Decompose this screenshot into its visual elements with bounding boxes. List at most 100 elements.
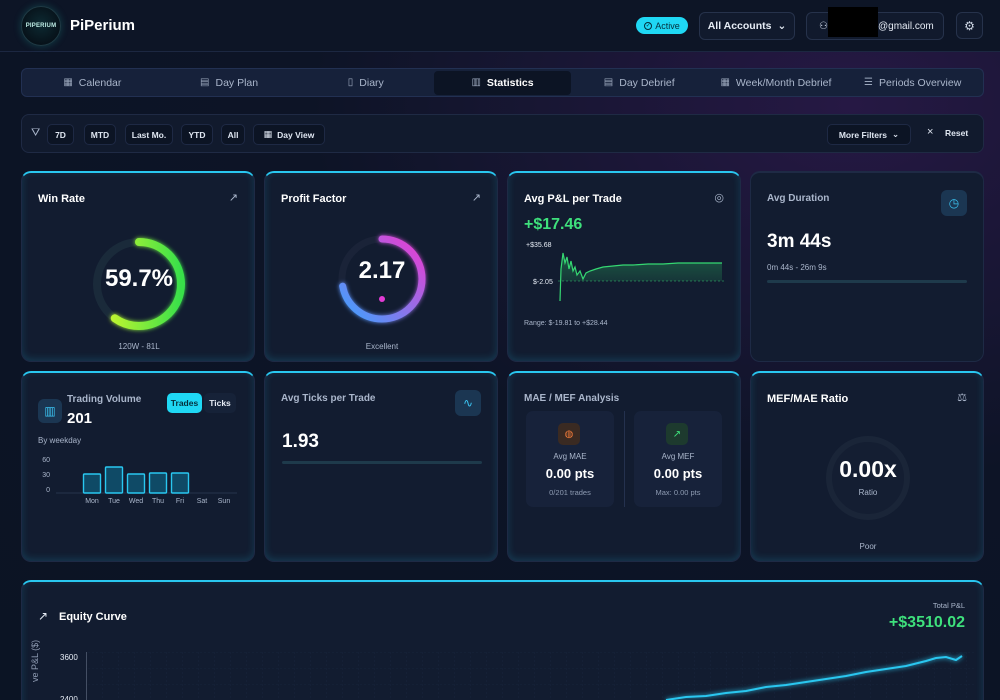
mef-mae-ratio-card: MEF/MAE Ratio ⚖ 0.00x Ratio Poor [750, 371, 984, 562]
tab-diary[interactable]: ▯ Diary [297, 71, 434, 95]
settings-button[interactable]: ⚙ [956, 12, 983, 39]
trend-up-icon: ↗ [38, 609, 49, 623]
volume-bar-fri [170, 472, 190, 494]
equity-y-label: ve P&L ($) [30, 639, 40, 682]
trading-volume-value: 201 [67, 410, 93, 427]
win-rate-arc [93, 238, 185, 330]
calendar-icon: ▦ [720, 77, 730, 88]
toggle-trades[interactable]: Trades [167, 393, 202, 413]
bar-chart-icon: ▥ [38, 399, 62, 423]
volume-y-tick: 30 [42, 472, 50, 479]
top-bar: PIPERIUM PiPerium ✓ Active All Accounts ⌄ … [0, 0, 1000, 52]
tab-day-plan[interactable]: ▤ Day Plan [161, 71, 298, 95]
profit-factor-card: Profit Factor ↗ 2.17 Excellent [264, 171, 498, 362]
tab-label: Periods Overview [879, 76, 962, 89]
volume-bar-wed [126, 473, 146, 494]
brand-name: PiPerium [70, 17, 136, 34]
filter-all-button[interactable]: All [221, 124, 245, 145]
logo-text: PIPERIUM [25, 23, 57, 29]
mef-foot: Max: 0.00 pts [655, 488, 701, 497]
mae-foot: 0/201 trades [549, 488, 591, 497]
ratio-ring [826, 436, 910, 520]
trend-up-icon: ↗ [471, 192, 481, 204]
profit-factor-title: Profit Factor [281, 193, 347, 205]
filter-bar: ⛛ 7D MTD Last Mo. YTD All ▦ Day View More… [21, 114, 984, 153]
avg-duration-value: 3m 44s [767, 231, 832, 252]
mae-box: ◍ Avg MAE 0.00 pts 0/201 trades [526, 411, 614, 507]
equity-y-tick-3600: 3600 [60, 653, 78, 662]
tab-label: Diary [359, 76, 384, 89]
redacted-email [828, 7, 878, 37]
calendar-icon: ▦ [63, 77, 73, 88]
mef-box: ↗ Avg MEF 0.00 pts Max: 0.00 pts [634, 411, 722, 507]
tab-label: Day Debrief [619, 76, 675, 89]
avg-duration-title: Avg Duration [767, 193, 830, 204]
filter-last-month-button[interactable]: Last Mo. [125, 124, 173, 145]
nav-tabs: ▦ Calendar ▤ Day Plan ▯ Diary ▥ Statistics ▤ Day … [21, 68, 984, 97]
accounts-dropdown[interactable]: All Accounts ⌄ [699, 12, 795, 40]
tab-periods-overview[interactable]: ☰ Periods Overview [844, 71, 981, 95]
avg-duration-card: Avg Duration ◷ 3m 44s 0m 44s - 26m 9s [750, 171, 984, 362]
volume-day-label: Fri [176, 498, 185, 505]
chevron-down-icon: ⌄ [892, 129, 900, 139]
reset-button[interactable]: Reset [945, 128, 969, 138]
avg-pnl-range: Range: $-19.81 to +$28.44 [524, 320, 608, 327]
avg-ticks-value: 1.93 [282, 431, 319, 452]
total-pnl-value: +$3510.02 [888, 614, 965, 631]
volume-y-tick: 0 [46, 487, 50, 494]
tab-week-month-debrief[interactable]: ▦ Week/Month Debrief [708, 71, 845, 95]
logo[interactable]: PIPERIUM [21, 6, 61, 46]
total-pnl-label: Total P&L [932, 601, 965, 610]
trading-volume-card: ▥ Trading Volume 201 Trades Ticks By wee… [21, 371, 255, 562]
toggle-ticks[interactable]: Ticks [204, 393, 236, 413]
avg-ticks-card: Avg Ticks per Trade ∿ 1.93 [264, 371, 498, 562]
status-text: Active [655, 20, 680, 31]
trend-up-icon: ↗ [228, 192, 238, 204]
tab-day-debrief[interactable]: ▤ Day Debrief [571, 71, 708, 95]
more-filters-dropdown[interactable]: More Filters ⌄ [827, 124, 911, 145]
calendar-icon: ▦ [263, 129, 273, 139]
avg-pnl-min-label: $-2.05 [533, 279, 553, 286]
scale-icon: ⚖ [957, 392, 967, 404]
filter-ytd-button[interactable]: YTD [181, 124, 213, 145]
tab-label: Statistics [486, 76, 534, 89]
ratio-rating: Poor [859, 542, 877, 551]
equity-title: Equity Curve [59, 611, 127, 623]
volume-bar-mon [82, 473, 102, 494]
profit-factor-rating: Excellent [365, 342, 399, 351]
avg-pnl-max-label: +$35.68 [526, 242, 552, 249]
win-rate-card: Win Rate ↗ 59.7% 120W - 81L [21, 171, 255, 362]
mae-mef-title: MAE / MEF Analysis [524, 393, 620, 404]
filter-7d-button[interactable]: 7D [47, 124, 74, 145]
target-icon: ◎ [714, 192, 724, 204]
trading-volume-subtitle: By weekday [38, 436, 82, 445]
filter-mtd-button[interactable]: MTD [84, 124, 116, 145]
volume-day-label: Sat [197, 498, 208, 505]
win-rate-value: 59.7% [104, 265, 174, 292]
tab-label: Calendar [78, 76, 122, 89]
tab-calendar[interactable]: ▦ Calendar [24, 71, 161, 95]
profit-factor-arc [338, 235, 426, 323]
day-view-button[interactable]: ▦ Day View [253, 124, 325, 145]
volume-chart: 60 30 0 Mon Tue Wed Thu Fri Sat Sun [42, 457, 237, 505]
win-rate-gauge [93, 238, 185, 330]
status-badge: ✓ Active [636, 17, 688, 34]
volume-day-label: Mon [85, 498, 99, 505]
profit-factor-gauge [338, 235, 426, 323]
more-filters-label: More Filters [838, 129, 888, 140]
mae-label: Avg MAE [553, 452, 587, 461]
user-email: @gmail.com [878, 21, 934, 32]
list-icon: ☰ [864, 77, 874, 88]
check-circle-icon: ✓ [644, 21, 653, 30]
volume-day-label: Sun [218, 498, 231, 505]
tab-label: Day Plan [215, 76, 259, 89]
volume-day-label: Tue [108, 498, 120, 505]
avg-ticks-bar [282, 461, 482, 464]
profit-factor-value: 2.17 [358, 257, 406, 284]
win-rate-title: Win Rate [38, 193, 85, 205]
target-dot-icon [379, 296, 385, 302]
mef-mae-ratio-title: MEF/MAE Ratio [767, 393, 849, 405]
user-icon: ⚇ [819, 20, 828, 32]
equity-curve-card: ↗ Equity Curve Total P&L +$3510.02 ve P&… [21, 580, 984, 700]
tab-statistics[interactable]: ▥ Statistics [434, 70, 571, 95]
